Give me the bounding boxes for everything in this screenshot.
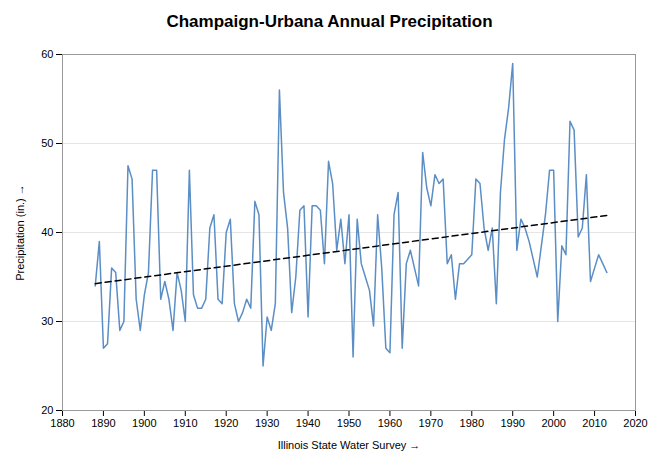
svg-text:1920: 1920 — [214, 417, 238, 429]
svg-text:60: 60 — [41, 48, 53, 60]
svg-text:1960: 1960 — [378, 417, 402, 429]
svg-text:2020: 2020 — [623, 417, 647, 429]
svg-text:1980: 1980 — [460, 417, 484, 429]
svg-text:1930: 1930 — [255, 417, 279, 429]
html-text:Champaign-Urbana Annual Precip: Champaign-Urbana Annual Precipitation — [166, 12, 493, 31]
svg-text:30: 30 — [41, 315, 53, 327]
svg-text:1970: 1970 — [419, 417, 443, 429]
svg-text:1940: 1940 — [296, 417, 320, 429]
svg-text:50: 50 — [41, 137, 53, 149]
svg-text:1950: 1950 — [337, 417, 361, 429]
svg-text:40: 40 — [41, 226, 53, 238]
svg-text:2010: 2010 — [582, 417, 606, 429]
svg-text:20: 20 — [41, 404, 53, 416]
svg-text:1910: 1910 — [173, 417, 197, 429]
svg-text:1880: 1880 — [50, 417, 74, 429]
svg-text:Precipitation (in.) →: Precipitation (in.) → — [14, 184, 26, 281]
svg-text:2000: 2000 — [541, 417, 565, 429]
svg-text:1990: 1990 — [500, 417, 524, 429]
svg-text:1890: 1890 — [91, 417, 115, 429]
svg-text:1900: 1900 — [132, 417, 156, 429]
svg-text:Illinois State Water Survey →: Illinois State Water Survey → — [278, 439, 421, 451]
